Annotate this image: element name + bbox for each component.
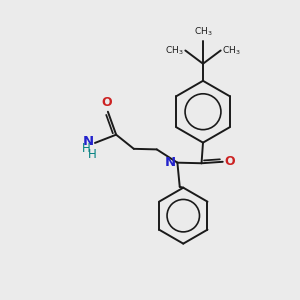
Text: N: N [164, 156, 175, 169]
Text: H: H [88, 148, 97, 161]
Text: O: O [225, 155, 236, 168]
Text: CH$_3$: CH$_3$ [222, 44, 241, 57]
Text: CH$_3$: CH$_3$ [165, 44, 184, 57]
Text: H: H [82, 142, 91, 155]
Text: O: O [101, 96, 112, 110]
Text: N: N [82, 135, 94, 148]
Text: CH$_3$: CH$_3$ [194, 26, 212, 38]
